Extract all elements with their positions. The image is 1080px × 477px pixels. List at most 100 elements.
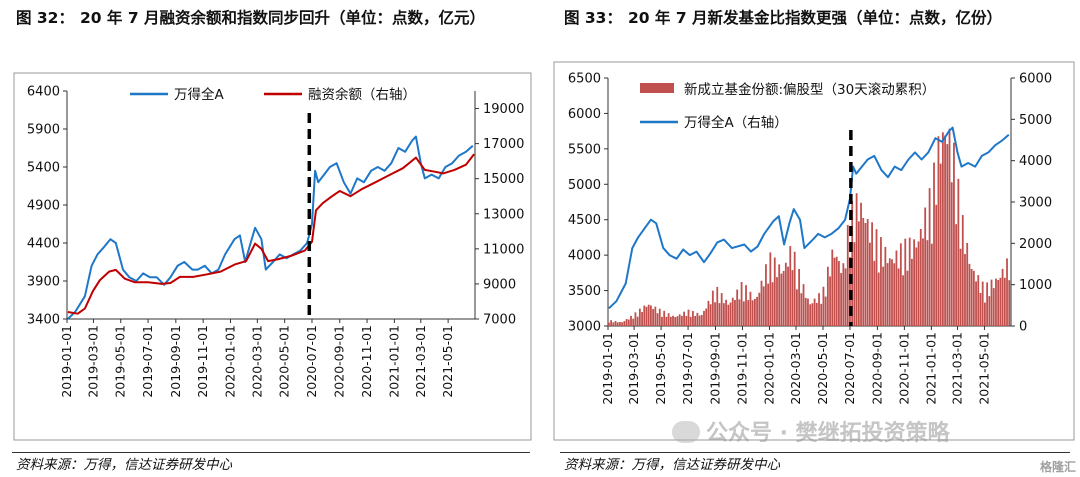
right-bar	[822, 286, 825, 326]
right-bar	[891, 259, 893, 326]
right-bar	[937, 136, 940, 326]
right-bar	[928, 188, 931, 326]
left-right-tick-label: 17000	[483, 137, 524, 152]
right-source-divider	[560, 452, 1070, 453]
right-bar	[678, 314, 681, 326]
right-left-tick-label: 3000	[568, 320, 601, 335]
right-bar	[995, 278, 997, 326]
right-bar	[866, 219, 869, 326]
right-right-tick-label: 5000	[1019, 113, 1052, 128]
right-bar	[793, 251, 796, 326]
right-bar	[886, 263, 889, 326]
right-bar	[815, 302, 818, 326]
right-x-tick-label: 2020-05-01	[815, 332, 830, 405]
right-bar	[877, 272, 880, 326]
right-bar	[977, 275, 980, 326]
left-right-tick-label: 7000	[483, 313, 516, 328]
right-bar	[683, 311, 685, 326]
right-bar	[625, 319, 628, 326]
right-bar	[795, 289, 798, 326]
right-bar	[897, 268, 900, 326]
right-bar	[824, 296, 827, 326]
right-bar	[773, 257, 776, 326]
left-x-tick-label: 2019-05-01	[113, 325, 128, 398]
right-x-tick-label: 2019-03-01	[626, 332, 641, 405]
right-bar	[990, 279, 993, 326]
right-x-tick-label: 2019-01-01	[600, 332, 615, 405]
right-bar	[676, 316, 679, 326]
wechat-icon	[672, 421, 700, 443]
right-bar	[807, 298, 809, 326]
right-x-tick-label: 2019-09-01	[707, 332, 722, 405]
right-left-tick-label: 4000	[568, 249, 601, 264]
right-bar	[948, 128, 951, 326]
left-plot-frame	[13, 72, 532, 441]
right-bar	[658, 308, 661, 326]
right-bar	[652, 309, 655, 326]
right-bar	[835, 256, 838, 326]
left-x-tick-label: 2019-01-01	[59, 325, 74, 398]
right-bar	[703, 310, 705, 326]
right-left-tick-label: 3500	[568, 284, 601, 299]
right-bar	[895, 250, 898, 326]
right-bar	[955, 224, 958, 326]
right-bar	[884, 246, 887, 326]
right-bar	[727, 304, 730, 326]
right-bar	[656, 313, 659, 326]
right-bar	[860, 202, 862, 326]
right-bar	[831, 249, 834, 326]
right-bar	[723, 303, 725, 326]
right-bar	[953, 142, 955, 326]
right-x-tick-label: 2019-05-01	[653, 332, 668, 405]
right-bar	[970, 268, 973, 326]
right-x-tick-label: 2020-09-01	[869, 332, 884, 405]
right-bar	[968, 263, 971, 326]
right-x-tick-label: 2021-05-01	[976, 332, 991, 405]
right-bar	[627, 319, 630, 326]
watermark-text: 公众号 · 樊继拓投资策略	[706, 421, 950, 446]
right-bar	[672, 315, 674, 326]
right-bar-line-chart: 3000 3500 4000 4500 5000 5500 6000 6500 0 1000 200…	[553, 61, 1075, 441]
right-bar	[939, 163, 942, 326]
right-bar	[1003, 277, 1006, 326]
right-bar	[944, 135, 946, 326]
right-x-tick-label: 2020-01-01	[761, 332, 776, 405]
right-bar	[941, 132, 944, 326]
right-bar	[908, 237, 911, 326]
right-bar	[707, 300, 710, 326]
right-bar	[760, 280, 763, 326]
right-bar	[802, 284, 805, 326]
right-bar	[992, 288, 995, 326]
right-bar	[641, 312, 643, 326]
right-bar	[838, 261, 840, 326]
right-bar	[959, 248, 962, 326]
left-right-tick-label: 15000	[483, 172, 524, 187]
right-bar	[612, 322, 615, 326]
right-figure-number: 图 33：	[564, 9, 622, 27]
left-title-text: 20 年 7 月融资余额和指数同步回升（单位：点数，亿元）	[79, 9, 486, 27]
right-bar	[789, 246, 792, 326]
right-bar	[926, 240, 929, 326]
right-bar	[665, 316, 668, 326]
right-bar	[873, 260, 876, 326]
right-bar	[935, 204, 938, 326]
right-bar	[751, 300, 754, 326]
right-bar	[964, 254, 966, 326]
right-bar	[769, 252, 772, 326]
right-x-tick-label: 2019-11-01	[734, 332, 749, 405]
right-bar	[855, 193, 858, 326]
left-line-chart: 3400 3900 4400 4900 5400 5900 6400 7000 9000 1100…	[13, 72, 532, 441]
right-bar	[749, 291, 752, 326]
right-bar	[767, 283, 770, 326]
right-bar	[614, 321, 617, 326]
right-legend-label: 新成立基金份额:偏股型（30天滚动累积）	[684, 81, 935, 98]
right-bar	[833, 257, 836, 326]
right-bar	[776, 277, 778, 326]
right-bar	[716, 286, 719, 326]
right-bar	[826, 266, 829, 326]
left-left-tick-label: 5900	[27, 123, 60, 138]
right-bar	[636, 316, 639, 326]
right-bar	[875, 229, 878, 326]
watermark: 公众号 · 樊继拓投资策略	[672, 415, 950, 447]
left-x-tick-label: 2019-07-01	[140, 325, 155, 398]
